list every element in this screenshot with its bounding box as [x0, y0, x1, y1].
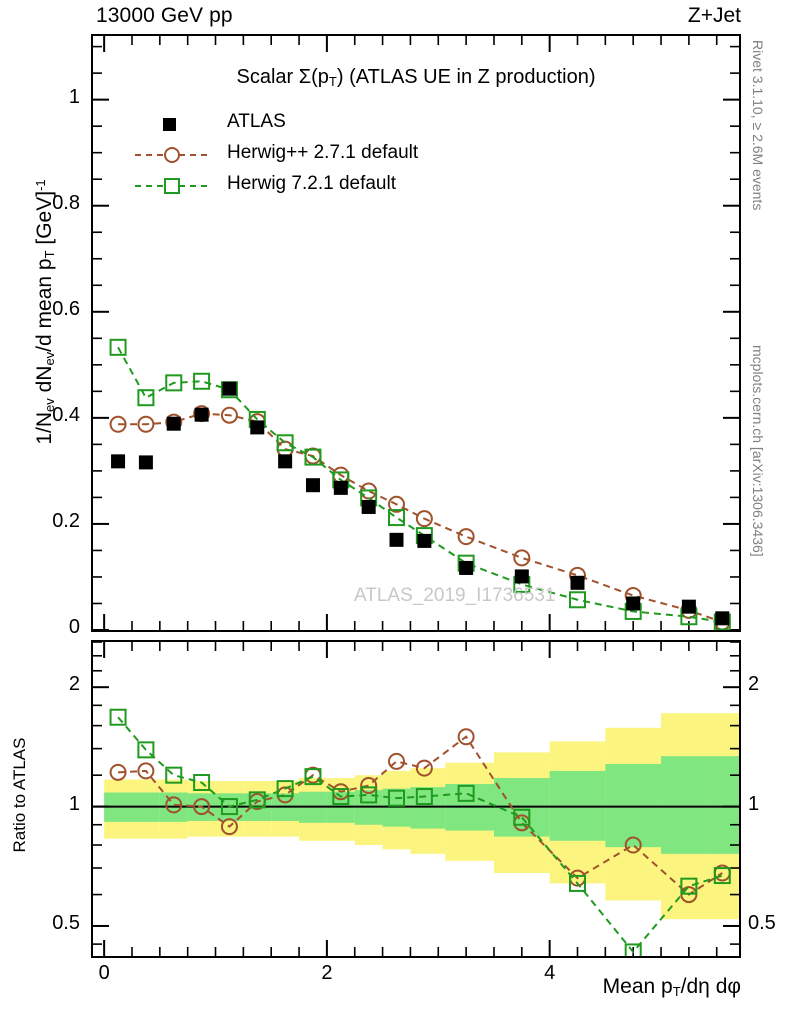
ratio-plot-panel — [91, 640, 741, 958]
main-plot-canvas — [93, 36, 739, 630]
title-part-b: ) (ATLAS UE in Z production) — [336, 66, 596, 88]
ratio-ytick-right-1: 1 — [748, 792, 760, 815]
ylabel-sub-T: T — [42, 250, 57, 259]
ylabel-sub-ev2: ev — [42, 351, 57, 366]
ratio-ytick-left-1: 1 — [68, 792, 80, 815]
legend-label-atlas: ATLAS — [227, 111, 286, 132]
legend-key-herwigpp — [135, 147, 209, 163]
mcplots-reference-caption: mcplots.cern.ch [arXiv:1306.3436] — [750, 345, 766, 557]
main-ytick-0_2: 0.2 — [52, 509, 80, 532]
main-plot-panel: Scalar Σ(pT) (ATLAS UE in Z production) … — [91, 34, 741, 632]
legend-key-atlas — [163, 118, 176, 131]
xtick-4: 4 — [544, 962, 556, 984]
analysis-id-watermark: ATLAS_2019_I1736531 — [354, 585, 556, 606]
ratio-ytick-left-0_5: 0.5 — [52, 911, 80, 934]
main-ytick-1: 1 — [68, 85, 80, 108]
legend-label-herwigpp: Herwig++ 2.7.1 default — [227, 142, 419, 163]
legend-key-herwig7 — [135, 178, 209, 194]
xtick-0: 0 — [98, 962, 110, 984]
xlabel-part-a: Mean p — [602, 975, 673, 998]
title-part-a: Scalar Σ(p — [236, 66, 329, 88]
xaxis-label: Mean pT/dη dφ — [603, 975, 741, 999]
ratio-ytick-right-2: 2 — [748, 673, 760, 696]
rivet-version-caption: Rivet 3.1.10, ≥ 2.6M events — [750, 40, 766, 211]
xtick-2: 2 — [321, 962, 333, 984]
main-ytick-0: 0 — [68, 616, 80, 638]
xlabel-sub-T: T — [672, 984, 681, 999]
beam-energy-label: 13000 GeV pp — [96, 4, 233, 27]
ylabel-part-b: dN — [33, 365, 56, 399]
xlabel-part-b: /dη dφ — [680, 975, 741, 998]
ylabel-sup-exp: -1 — [33, 179, 48, 191]
main-plot-title: Scalar Σ(pT) (ATLAS UE in Z production) — [93, 66, 739, 89]
ratio-ytick-left-2: 2 — [68, 673, 80, 696]
main-ytick-0_6: 0.6 — [52, 297, 80, 320]
legend-label-herwig7: Herwig 7.2.1 default — [227, 173, 396, 194]
ratio-ytick-right-0_5: 0.5 — [748, 911, 776, 934]
ratio-plot-canvas — [93, 642, 739, 956]
title-sub-T: T — [328, 74, 337, 89]
main-ytick-0_8: 0.8 — [52, 191, 80, 214]
main-ytick-0_4: 0.4 — [52, 403, 80, 426]
process-label: Z+Jet — [687, 4, 741, 27]
